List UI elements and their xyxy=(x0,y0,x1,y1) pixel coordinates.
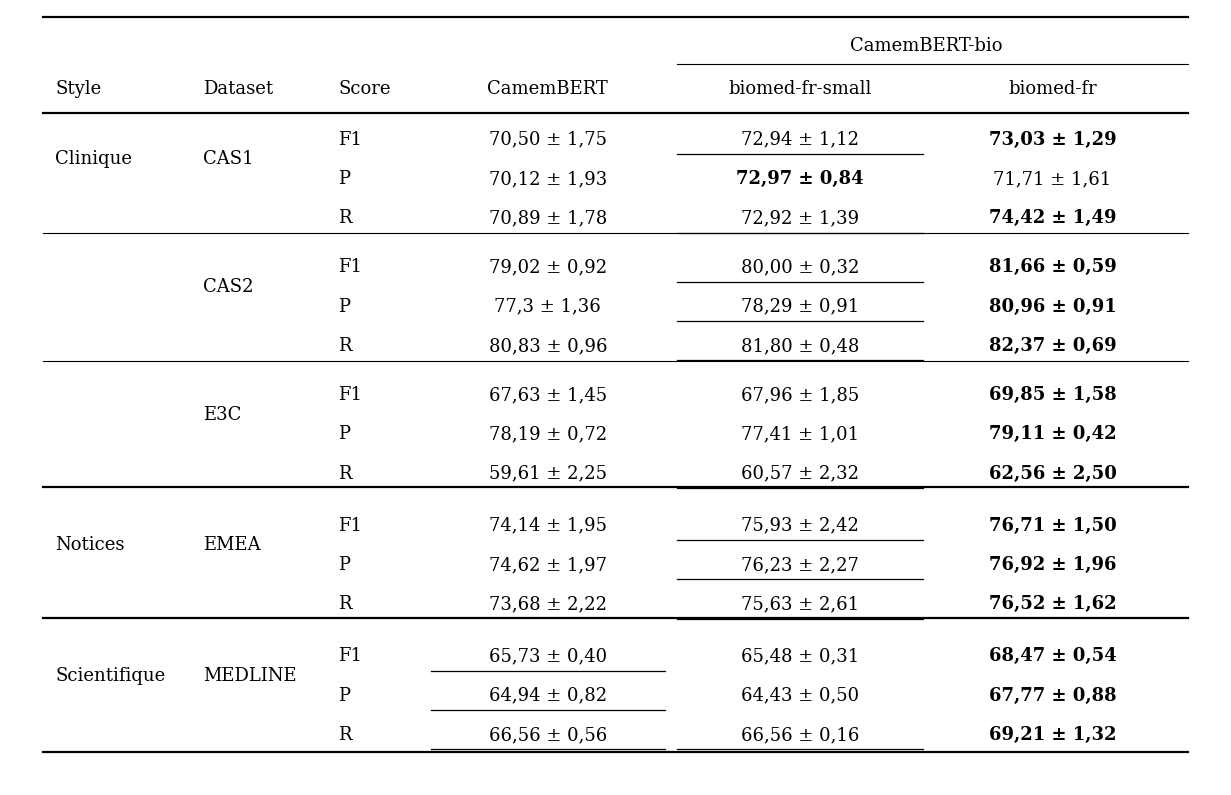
Text: 69,85 ± 1,58: 69,85 ± 1,58 xyxy=(988,386,1117,404)
Text: 64,43 ± 0,50: 64,43 ± 0,50 xyxy=(741,687,859,705)
Text: 80,96 ± 0,91: 80,96 ± 0,91 xyxy=(988,297,1117,316)
Text: 79,11 ± 0,42: 79,11 ± 0,42 xyxy=(988,425,1117,444)
Text: 76,52 ± 1,62: 76,52 ± 1,62 xyxy=(988,595,1117,614)
Text: 74,14 ± 1,95: 74,14 ± 1,95 xyxy=(489,517,607,535)
Text: 82,37 ± 0,69: 82,37 ± 0,69 xyxy=(988,337,1117,355)
Text: biomed-fr: biomed-fr xyxy=(1008,80,1097,98)
Text: R: R xyxy=(339,464,352,483)
Text: 72,97 ± 0,84: 72,97 ± 0,84 xyxy=(736,170,864,188)
Text: P: P xyxy=(339,687,351,705)
Text: MEDLINE: MEDLINE xyxy=(203,667,297,685)
Text: 74,62 ± 1,97: 74,62 ± 1,97 xyxy=(489,556,607,574)
Text: CamemBERT-bio: CamemBERT-bio xyxy=(851,37,1002,55)
Text: 77,3 ± 1,36: 77,3 ± 1,36 xyxy=(495,297,601,316)
Text: 72,92 ± 1,39: 72,92 ± 1,39 xyxy=(741,209,859,227)
Text: 70,50 ± 1,75: 70,50 ± 1,75 xyxy=(489,130,607,149)
Text: Score: Score xyxy=(339,80,391,98)
Text: 66,56 ± 0,56: 66,56 ± 0,56 xyxy=(489,726,607,744)
Text: 79,02 ± 0,92: 79,02 ± 0,92 xyxy=(489,258,607,277)
Text: R: R xyxy=(339,209,352,227)
Text: F1: F1 xyxy=(339,130,362,149)
Text: Dataset: Dataset xyxy=(203,80,273,98)
Text: CAS1: CAS1 xyxy=(203,150,254,169)
Text: Scientifique: Scientifique xyxy=(55,667,166,685)
Text: R: R xyxy=(339,726,352,744)
Text: EMEA: EMEA xyxy=(203,537,261,554)
Text: 60,57 ± 2,32: 60,57 ± 2,32 xyxy=(741,464,859,483)
Text: F1: F1 xyxy=(339,258,362,277)
Text: E3C: E3C xyxy=(203,405,241,424)
Text: 64,94 ± 0,82: 64,94 ± 0,82 xyxy=(489,687,607,705)
Text: 62,56 ± 2,50: 62,56 ± 2,50 xyxy=(988,464,1117,483)
Text: 71,71 ± 1,61: 71,71 ± 1,61 xyxy=(993,170,1112,188)
Text: 81,80 ± 0,48: 81,80 ± 0,48 xyxy=(741,337,859,355)
Text: 70,12 ± 1,93: 70,12 ± 1,93 xyxy=(489,170,607,188)
Text: 76,71 ± 1,50: 76,71 ± 1,50 xyxy=(988,517,1117,535)
Text: R: R xyxy=(339,337,352,355)
Text: CAS2: CAS2 xyxy=(203,278,254,296)
Text: P: P xyxy=(339,556,351,574)
Text: 66,56 ± 0,16: 66,56 ± 0,16 xyxy=(741,726,859,744)
Text: R: R xyxy=(339,595,352,614)
Text: 80,00 ± 0,32: 80,00 ± 0,32 xyxy=(741,258,859,277)
Text: 73,68 ± 2,22: 73,68 ± 2,22 xyxy=(489,595,607,614)
Text: 70,89 ± 1,78: 70,89 ± 1,78 xyxy=(489,209,607,227)
Text: F1: F1 xyxy=(339,517,362,535)
Text: F1: F1 xyxy=(339,647,362,665)
Text: 76,23 ± 2,27: 76,23 ± 2,27 xyxy=(741,556,859,574)
Text: Style: Style xyxy=(55,80,102,98)
Text: 78,29 ± 0,91: 78,29 ± 0,91 xyxy=(741,297,859,316)
Text: 68,47 ± 0,54: 68,47 ± 0,54 xyxy=(988,647,1117,665)
Text: 59,61 ± 2,25: 59,61 ± 2,25 xyxy=(489,464,607,483)
Text: 67,77 ± 0,88: 67,77 ± 0,88 xyxy=(988,687,1117,705)
Text: 77,41 ± 1,01: 77,41 ± 1,01 xyxy=(741,425,859,444)
Text: 80,83 ± 0,96: 80,83 ± 0,96 xyxy=(489,337,607,355)
Text: 65,73 ± 0,40: 65,73 ± 0,40 xyxy=(489,647,607,665)
Text: 75,63 ± 2,61: 75,63 ± 2,61 xyxy=(741,595,859,614)
Text: 67,96 ± 1,85: 67,96 ± 1,85 xyxy=(741,386,859,404)
Text: 73,03 ± 1,29: 73,03 ± 1,29 xyxy=(988,130,1117,149)
Text: biomed-fr-small: biomed-fr-small xyxy=(729,80,872,98)
Text: P: P xyxy=(339,170,351,188)
Text: P: P xyxy=(339,425,351,444)
Text: 76,92 ± 1,96: 76,92 ± 1,96 xyxy=(988,556,1117,574)
Text: F1: F1 xyxy=(339,386,362,404)
Text: Clinique: Clinique xyxy=(55,150,133,169)
Text: 67,63 ± 1,45: 67,63 ± 1,45 xyxy=(489,386,607,404)
Text: 72,94 ± 1,12: 72,94 ± 1,12 xyxy=(741,130,859,149)
Text: 74,42 ± 1,49: 74,42 ± 1,49 xyxy=(988,209,1117,227)
Text: 75,93 ± 2,42: 75,93 ± 2,42 xyxy=(741,517,859,535)
Text: 81,66 ± 0,59: 81,66 ± 0,59 xyxy=(988,258,1117,277)
Text: Notices: Notices xyxy=(55,537,124,554)
Text: P: P xyxy=(339,297,351,316)
Text: 78,19 ± 0,72: 78,19 ± 0,72 xyxy=(489,425,607,444)
Text: 69,21 ± 1,32: 69,21 ± 1,32 xyxy=(988,726,1117,744)
Text: 65,48 ± 0,31: 65,48 ± 0,31 xyxy=(741,647,859,665)
Text: CamemBERT: CamemBERT xyxy=(487,80,608,98)
